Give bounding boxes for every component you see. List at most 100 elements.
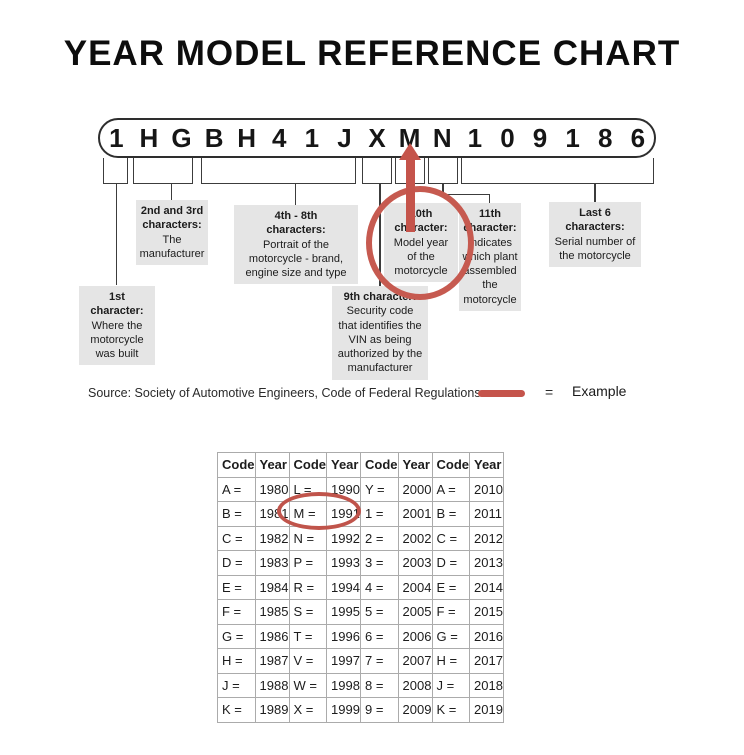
connector-1st: [115, 184, 117, 285]
bracket-last-6-chars: [461, 158, 654, 184]
bracket-1st-char: [103, 158, 128, 184]
year-cell: 2008: [397, 672, 433, 698]
table-header-cell: Code: [288, 452, 327, 478]
year-cell: 2019: [469, 697, 504, 723]
table-header-cell: Code: [217, 452, 256, 478]
code-cell: A =: [431, 476, 470, 502]
callout-heading: 1st character:: [90, 291, 144, 318]
year-code-table: Code Year Code Year Code Year Code Year A = 1980…: [217, 452, 504, 723]
year-cell: 2003: [397, 550, 433, 576]
year-cell: 1989: [254, 697, 290, 723]
code-cell: E =: [431, 574, 470, 600]
callout-1st-character: 1st character: Where the motorcycle was …: [79, 286, 155, 366]
code-cell: X =: [288, 697, 327, 723]
table-header-cell: Year: [397, 452, 433, 478]
year-cell: 1980: [254, 476, 290, 502]
code-cell: 1 =: [360, 501, 399, 527]
year-cell: 2006: [397, 623, 433, 649]
vin-character: G: [171, 123, 192, 153]
code-cell: 3 =: [360, 550, 399, 576]
code-cell: 6 =: [360, 623, 399, 649]
year-cell: 2005: [397, 599, 433, 625]
code-cell: 8 =: [360, 672, 399, 698]
year-cell: 2010: [469, 476, 504, 502]
table-row: D = 1983 P = 1993 3 = 2003 D = 2013: [217, 550, 504, 576]
example-arrow-shaft: [406, 159, 415, 232]
code-cell: C =: [431, 525, 470, 551]
connector-11th-vertical: [442, 184, 444, 195]
table-row: H = 1987 V = 1997 7 = 2007 H = 2017: [217, 648, 504, 674]
vin-character: 4: [272, 123, 287, 153]
year-cell: 1986: [254, 623, 290, 649]
callout-9th-character: 9th character: Security code that identi…: [332, 286, 428, 380]
year-cell: 1995: [326, 599, 361, 625]
callout-body: The manufacturer: [139, 233, 205, 260]
code-cell: J =: [431, 672, 470, 698]
vin-character: H: [237, 123, 257, 153]
code-cell: D =: [431, 550, 470, 576]
code-cell: P =: [288, 550, 327, 576]
code-cell: H =: [217, 648, 256, 674]
connector-11th-elbow: [442, 193, 490, 195]
table-row: C = 1982 N = 1992 2 = 2002 C = 2012: [217, 525, 504, 551]
year-cell: 2011: [469, 501, 504, 527]
code-cell: C =: [217, 525, 256, 551]
year-cell: 2000: [397, 476, 433, 502]
vin-character: 6: [630, 123, 646, 153]
callout-body: Where the motorcycle was built: [90, 319, 144, 361]
code-cell: K =: [431, 697, 470, 723]
year-cell: 1993: [326, 550, 361, 576]
year-cell: 2018: [469, 672, 504, 698]
code-cell: Y =: [360, 476, 399, 502]
callout-heading: Last 6 characters:: [565, 207, 625, 234]
connector-last-6: [594, 184, 596, 202]
year-cell: 2017: [469, 648, 504, 674]
code-cell: 2 =: [360, 525, 399, 551]
code-cell: B =: [431, 501, 470, 527]
callout-heading: 4th - 8th characters:: [266, 210, 326, 237]
code-cell: F =: [217, 599, 256, 625]
code-cell: 9 =: [360, 697, 399, 723]
table-header-cell: Code: [360, 452, 399, 478]
code-cell: G =: [217, 623, 256, 649]
code-cell: B =: [217, 501, 256, 527]
year-cell: 2001: [397, 501, 433, 527]
table-header-cell: Code: [431, 452, 470, 478]
year-cell: 1983: [254, 550, 290, 576]
example-arrow-up-icon: [399, 143, 421, 160]
year-cell: 2012: [469, 525, 504, 551]
year-cell: 1999: [326, 697, 361, 723]
year-cell: 2004: [397, 574, 433, 600]
vin-character: 9: [532, 123, 548, 153]
callout-2nd-3rd-characters: 2nd and 3rd characters: The manufacturer: [136, 200, 208, 266]
vin-character: 1: [467, 123, 483, 153]
code-cell: F =: [431, 599, 470, 625]
example-legend-dash: [478, 390, 525, 397]
year-cell: 1996: [326, 623, 361, 649]
year-cell: 1992: [326, 525, 361, 551]
vin-character: 8: [597, 123, 613, 153]
table-header-cell: Year: [469, 452, 504, 478]
code-cell: 7 =: [360, 648, 399, 674]
example-circle-m-1991: [277, 492, 361, 530]
example-legend-equals: =: [545, 384, 554, 400]
year-cell: 2013: [469, 550, 504, 576]
code-cell: R =: [288, 574, 327, 600]
code-cell: A =: [217, 476, 256, 502]
table-row: G = 1986 T = 1996 6 = 2006 G = 2016: [217, 623, 504, 649]
callout-body: Serial number of the motorcycle: [554, 235, 636, 262]
vin-character: H: [139, 123, 159, 153]
callout-4th-8th-characters: 4th - 8th characters: Portrait of the mo…: [234, 205, 358, 285]
year-cell: 1998: [326, 672, 361, 698]
bracket-2nd-3rd-chars: [133, 158, 193, 184]
page-title: YEAR MODEL REFERENCE CHART: [63, 34, 681, 73]
code-cell: G =: [431, 623, 470, 649]
year-cell: 1987: [254, 648, 290, 674]
bracket-9th-char: [362, 158, 392, 184]
code-cell: K =: [217, 697, 256, 723]
year-cell: 2016: [469, 623, 504, 649]
bracket-4th-8th-chars: [201, 158, 356, 184]
code-cell: E =: [217, 574, 256, 600]
